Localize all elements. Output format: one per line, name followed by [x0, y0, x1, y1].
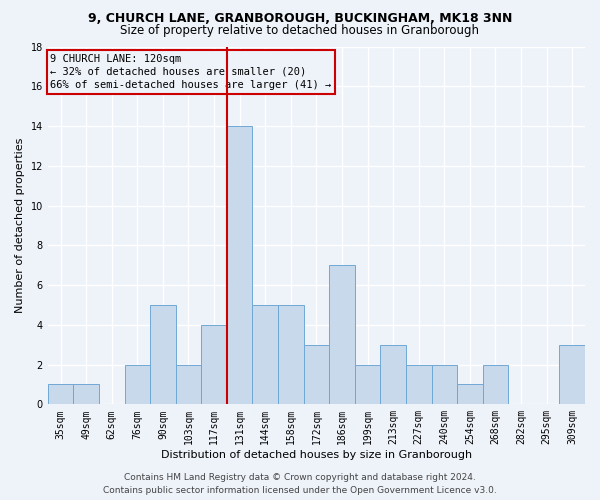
X-axis label: Distribution of detached houses by size in Granborough: Distribution of detached houses by size …: [161, 450, 472, 460]
Bar: [201, 325, 227, 404]
Bar: [125, 364, 150, 405]
Bar: [457, 384, 482, 404]
Text: 9 CHURCH LANE: 120sqm
← 32% of detached houses are smaller (20)
66% of semi-deta: 9 CHURCH LANE: 120sqm ← 32% of detached …: [50, 54, 332, 90]
Bar: [431, 364, 457, 405]
Bar: [48, 384, 73, 404]
Text: Contains HM Land Registry data © Crown copyright and database right 2024.
Contai: Contains HM Land Registry data © Crown c…: [103, 474, 497, 495]
Bar: [406, 364, 431, 405]
Bar: [150, 305, 176, 404]
Text: Size of property relative to detached houses in Granborough: Size of property relative to detached ho…: [121, 24, 479, 37]
Bar: [227, 126, 253, 404]
Text: 9, CHURCH LANE, GRANBOROUGH, BUCKINGHAM, MK18 3NN: 9, CHURCH LANE, GRANBOROUGH, BUCKINGHAM,…: [88, 12, 512, 26]
Bar: [73, 384, 99, 404]
Bar: [559, 344, 585, 405]
Bar: [278, 305, 304, 404]
Bar: [304, 344, 329, 405]
Bar: [176, 364, 201, 405]
Bar: [253, 305, 278, 404]
Bar: [355, 364, 380, 405]
Bar: [380, 344, 406, 405]
Bar: [482, 364, 508, 405]
Y-axis label: Number of detached properties: Number of detached properties: [15, 138, 25, 313]
Bar: [329, 265, 355, 404]
